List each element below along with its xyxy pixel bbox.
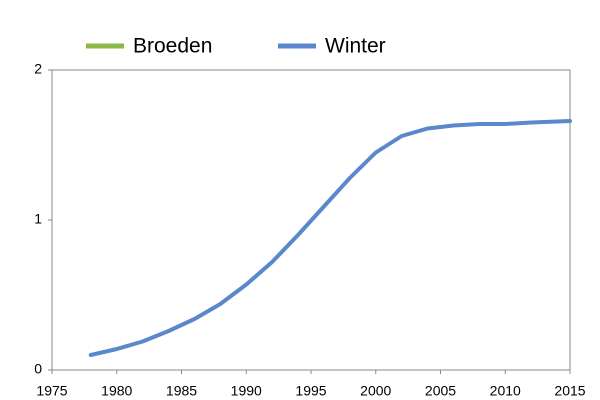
y-tick-label: 0 [34, 361, 42, 377]
data-line [88, 119, 572, 357]
x-tick-label: 1975 [36, 383, 67, 399]
x-tick-label: 2015 [554, 383, 585, 399]
x-tick-label: 1990 [231, 383, 262, 399]
y-tick-label: 2 [34, 61, 42, 77]
y-tick-label: 1 [34, 211, 42, 227]
x-tick-label: 2005 [425, 383, 456, 399]
legend-label: Broeden [133, 35, 212, 58]
x-tick-label: 1985 [166, 383, 197, 399]
x-tick-label: 1980 [101, 383, 132, 399]
x-tick-label: 1995 [295, 383, 326, 399]
x-tick-label: 2000 [360, 383, 391, 399]
legend-label: Winter [325, 35, 386, 58]
x-tick-label: 2010 [490, 383, 521, 399]
